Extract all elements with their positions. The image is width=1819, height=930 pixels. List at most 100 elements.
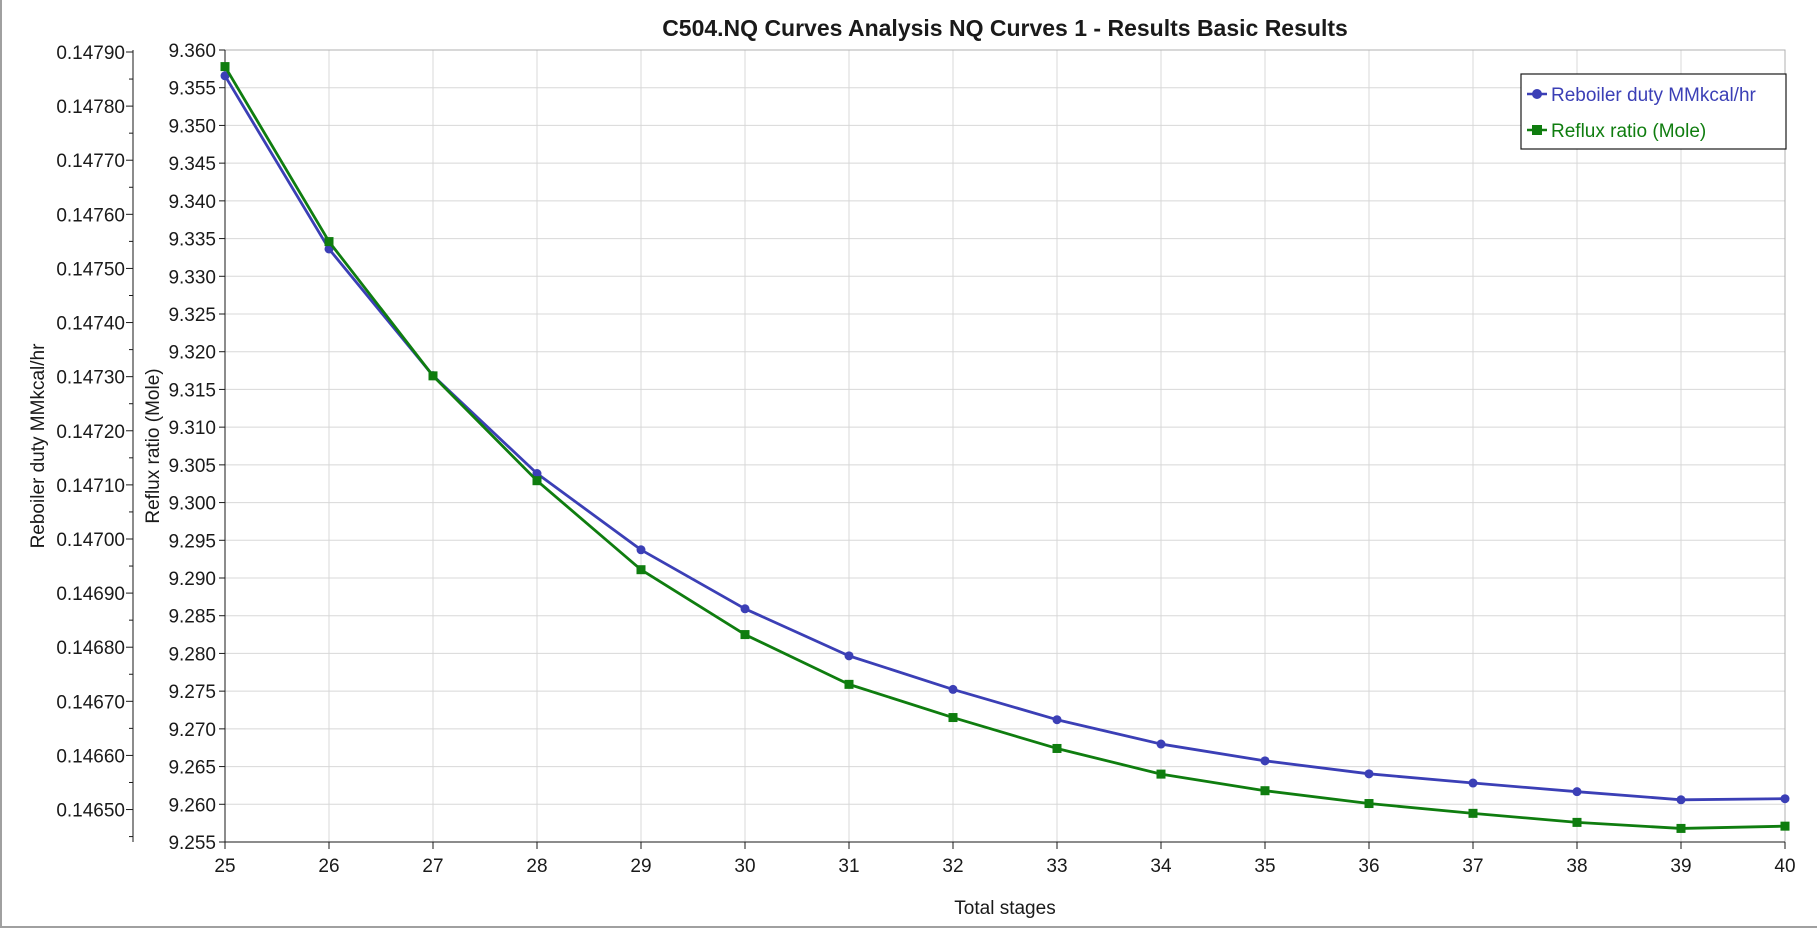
y1-tick-label: 0.14660 <box>56 746 125 767</box>
data-point-reflux <box>1780 821 1790 831</box>
y1-tick-label: 0.14680 <box>56 638 125 659</box>
x-tick-label: 36 <box>1358 856 1379 877</box>
y2-tick-label: 9.290 <box>168 569 216 590</box>
series-line-reflux <box>223 65 1786 830</box>
y2-tick-label: 9.295 <box>168 531 216 552</box>
x-tick-label: 32 <box>942 856 963 877</box>
legend-label-reboiler: Reboiler duty MMkcal/hr <box>1551 85 1757 106</box>
data-point-reboiler <box>1572 787 1582 797</box>
y1-tick-label: 0.14770 <box>56 151 125 172</box>
right-axis-ticks: 9.360 9.355 9.350 9.345 9.340 9.335 9.330 9.325… <box>168 41 225 854</box>
data-point-reflux <box>1468 808 1478 818</box>
y1-tick-label: 0.14650 <box>56 801 125 822</box>
x-tick-label: 27 <box>422 856 443 877</box>
data-point-reboiler <box>844 651 854 661</box>
x-tick-label: 29 <box>630 856 651 877</box>
y1-tick-label: 0.14710 <box>56 476 125 497</box>
y2-tick-label: 9.340 <box>168 192 216 213</box>
y2-tick-label: 9.335 <box>168 230 216 251</box>
data-point-reboiler <box>636 545 646 555</box>
chart-title: C504.NQ Curves Analysis NQ Curves 1 - Re… <box>662 15 1348 41</box>
y1-tick-label: 0.14790 <box>56 43 125 64</box>
series-line-reboiler <box>223 75 1786 802</box>
data-point-reflux <box>844 679 854 689</box>
y1-tick-label: 0.14690 <box>56 584 125 605</box>
data-point-reboiler <box>1260 756 1270 766</box>
y1-tick-label: 0.14740 <box>56 314 125 335</box>
y1-tick-label: 0.14670 <box>56 692 125 713</box>
data-point-reflux <box>324 237 334 247</box>
data-point-reflux <box>1364 799 1374 809</box>
y1-tick-label: 0.14730 <box>56 368 125 389</box>
y2-axis-label: Reflux ratio (Mole) <box>143 368 164 523</box>
y2-tick-label: 9.345 <box>168 154 216 175</box>
y2-tick-label: 9.360 <box>168 41 216 62</box>
data-point-reflux <box>1260 786 1270 796</box>
x-axis-ticks: 25 26 27 28 29 30 31 32 33 34 35 36 37 38 39 40 <box>214 842 1796 877</box>
x-tick-label: 25 <box>214 856 235 877</box>
data-point-reflux <box>532 476 542 486</box>
data-point-reboiler <box>1676 795 1686 805</box>
data-point-reboiler <box>1468 778 1478 788</box>
x-tick-label: 37 <box>1462 856 1483 877</box>
plot-area <box>224 49 1786 843</box>
y2-tick-label: 9.355 <box>168 79 216 100</box>
x-axis-label: Total stages <box>954 898 1055 919</box>
data-point-reboiler <box>532 469 542 479</box>
data-point-reboiler <box>220 71 230 81</box>
x-tick-label: 40 <box>1774 856 1795 877</box>
legend-marker-reflux <box>1532 125 1542 135</box>
x-tick-label: 31 <box>838 856 859 877</box>
series-layer <box>220 62 1790 833</box>
y2-tick-label: 9.310 <box>168 418 216 439</box>
y2-tick-label: 9.305 <box>168 456 216 477</box>
legend: Reboiler duty MMkcal/hr Reflux ratio (Mo… <box>1520 73 1787 150</box>
legend-label-reflux: Reflux ratio (Mole) <box>1551 121 1706 142</box>
data-point-reboiler <box>1780 794 1790 804</box>
data-point-reflux <box>1052 743 1062 753</box>
x-tick-label: 33 <box>1046 856 1067 877</box>
y2-tick-label: 9.300 <box>168 494 216 515</box>
y1-axis-label: Reboiler duty MMkcal/hr <box>28 343 49 549</box>
y1-tick-label: 0.14780 <box>56 97 125 118</box>
data-point-reboiler <box>740 604 750 614</box>
y2-tick-label: 9.325 <box>168 305 216 326</box>
y2-tick-label: 9.255 <box>168 833 216 854</box>
legend-marker-reboiler <box>1532 89 1542 99</box>
y2-tick-label: 9.260 <box>168 795 216 816</box>
data-point-reflux <box>428 371 438 381</box>
data-point-reboiler <box>948 684 958 694</box>
data-point-reflux <box>1572 817 1582 827</box>
x-tick-label: 35 <box>1254 856 1275 877</box>
y2-tick-label: 9.315 <box>168 380 216 401</box>
y2-tick-label: 9.270 <box>168 720 216 741</box>
data-point-reflux <box>1676 823 1686 833</box>
y2-tick-label: 9.320 <box>168 343 216 364</box>
y1-tick-label: 0.14760 <box>56 205 125 226</box>
x-tick-label: 34 <box>1150 856 1172 877</box>
y1-tick-label: 0.14750 <box>56 259 125 280</box>
y2-tick-label: 9.285 <box>168 607 216 628</box>
x-tick-label: 39 <box>1670 856 1691 877</box>
x-tick-label: 26 <box>318 856 339 877</box>
data-point-reflux <box>636 565 646 575</box>
axes <box>132 50 1785 843</box>
data-point-reboiler <box>1156 739 1166 749</box>
data-point-reflux <box>740 630 750 640</box>
y2-tick-label: 9.280 <box>168 644 216 665</box>
y1-tick-label: 0.14700 <box>56 530 125 551</box>
data-point-reflux <box>1156 769 1166 779</box>
data-point-reflux <box>220 62 230 72</box>
x-tick-label: 30 <box>734 856 755 877</box>
y2-tick-label: 9.275 <box>168 682 216 703</box>
data-point-reflux <box>948 713 958 723</box>
grid <box>224 49 1786 843</box>
y2-tick-label: 9.350 <box>168 116 216 137</box>
left-axis-ticks: 0.14790 0.14780 0.14770 0.14760 0.14750 0.147… <box>56 43 133 838</box>
x-tick-label: 28 <box>526 856 547 877</box>
x-tick-label: 38 <box>1566 856 1587 877</box>
data-point-reboiler <box>1364 769 1374 779</box>
y2-tick-label: 9.265 <box>168 758 216 779</box>
